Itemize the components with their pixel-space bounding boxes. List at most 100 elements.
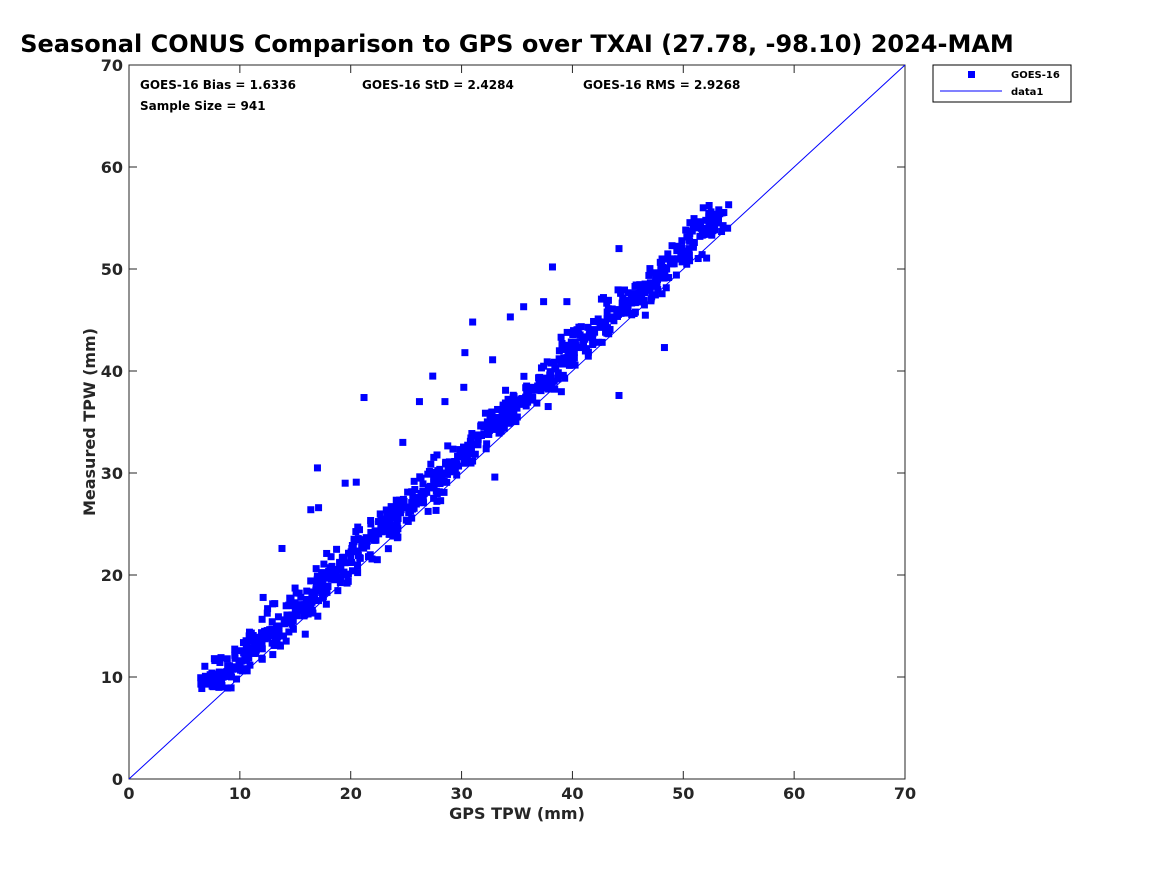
scatter-point xyxy=(297,593,305,601)
scatter-point xyxy=(282,637,290,645)
scatter-point xyxy=(402,504,410,512)
scatter-point xyxy=(360,394,368,402)
y-tick-label: 30 xyxy=(101,464,123,483)
x-axis-label: GPS TPW (mm) xyxy=(449,804,585,823)
scatter-point xyxy=(500,424,508,432)
scatter-point xyxy=(391,510,399,518)
scatter-point xyxy=(425,467,433,475)
scatter-point xyxy=(356,526,364,534)
scatter-point xyxy=(440,477,448,485)
scatter-point xyxy=(397,501,405,509)
scatter-point xyxy=(315,504,323,512)
scatter-point xyxy=(336,579,344,587)
scatter-point xyxy=(502,386,510,394)
scatter-point xyxy=(376,510,384,518)
scatter-point xyxy=(354,561,362,569)
scatter-point xyxy=(269,651,277,659)
y-tick-label: 40 xyxy=(101,362,123,381)
scatter-point xyxy=(419,480,427,488)
scatter-point xyxy=(683,260,691,268)
legend: GOES-16 data1 xyxy=(932,64,1072,103)
scatter-point xyxy=(360,544,368,552)
scatter-point xyxy=(293,612,301,620)
legend-label-data1: data1 xyxy=(1011,87,1043,98)
scatter-point xyxy=(554,369,562,377)
scatter-point xyxy=(495,429,503,437)
scatter-point xyxy=(210,670,218,678)
scatter-point xyxy=(673,247,681,255)
scatter-point xyxy=(477,421,485,429)
scatter-point xyxy=(254,639,262,647)
scatter-point xyxy=(604,305,612,313)
scatter-point xyxy=(319,593,327,601)
scatter-point xyxy=(536,375,544,383)
scatter-point xyxy=(489,356,497,364)
scatter-point xyxy=(668,242,676,250)
scatter-point xyxy=(551,385,559,393)
scatter-point xyxy=(463,455,471,463)
scatter-point xyxy=(618,299,626,307)
scatter-point xyxy=(715,216,723,224)
scatter-point xyxy=(640,296,648,304)
scatter-point xyxy=(648,293,656,301)
scatter-point xyxy=(435,488,443,496)
scatter-point xyxy=(250,649,258,657)
scatter-point xyxy=(212,674,220,682)
scatter-point xyxy=(494,405,502,413)
scatter-point xyxy=(689,243,697,251)
scatter-point xyxy=(486,417,494,425)
scatter-point xyxy=(269,600,277,608)
scatter-point xyxy=(725,201,733,209)
scatter-point xyxy=(246,661,254,669)
scatter-point xyxy=(665,274,673,282)
scatter-point xyxy=(417,498,425,506)
scatter-point xyxy=(483,440,491,448)
scatter-point xyxy=(245,654,253,662)
legend-marker-goes16 xyxy=(968,71,975,78)
scatter-point xyxy=(439,469,447,477)
scatter-point xyxy=(415,398,423,406)
scatter-point xyxy=(495,423,503,431)
scatter-point xyxy=(318,589,326,597)
x-tick-label: 30 xyxy=(450,784,472,803)
scatter-point xyxy=(520,303,528,311)
scatter-point xyxy=(307,506,315,514)
scatter-point xyxy=(248,637,256,645)
scatter-point xyxy=(498,414,506,422)
x-tick-label: 50 xyxy=(672,784,694,803)
scatter-point xyxy=(694,255,702,263)
scatter-point xyxy=(348,567,356,575)
scatter-point xyxy=(619,294,627,302)
scatter-point xyxy=(464,446,472,454)
scatter-point xyxy=(319,580,327,588)
scatter-point xyxy=(520,372,528,380)
scatter-point xyxy=(590,326,598,334)
scatter-point xyxy=(287,614,295,622)
scatter-point xyxy=(238,667,246,675)
scatter-point xyxy=(432,506,440,514)
scatter-point xyxy=(690,215,698,223)
scatter-point xyxy=(441,398,449,406)
scatter-point xyxy=(275,641,283,649)
scatter-point xyxy=(510,407,518,415)
scatter-point xyxy=(242,649,250,657)
scatter-point xyxy=(210,655,218,663)
scatter-point xyxy=(522,393,530,401)
scatter-point xyxy=(327,553,335,561)
scatter-point xyxy=(323,549,331,557)
scatter-point xyxy=(449,462,457,470)
scatter-point xyxy=(563,328,571,336)
scatter-point xyxy=(584,348,592,356)
stat-rms: GOES-16 RMS = 2.9268 xyxy=(583,78,740,92)
scatter-point xyxy=(699,204,707,212)
scatter-point xyxy=(703,224,711,232)
scatter-point xyxy=(474,437,482,445)
scatter-point xyxy=(337,564,345,572)
y-tick-label: 60 xyxy=(101,158,123,177)
scatter-point xyxy=(312,565,320,573)
scatter-point xyxy=(676,255,684,263)
scatter-point xyxy=(467,434,475,442)
scatter-point xyxy=(330,566,338,574)
scatter-point xyxy=(647,297,655,305)
scatter-point xyxy=(563,341,571,349)
